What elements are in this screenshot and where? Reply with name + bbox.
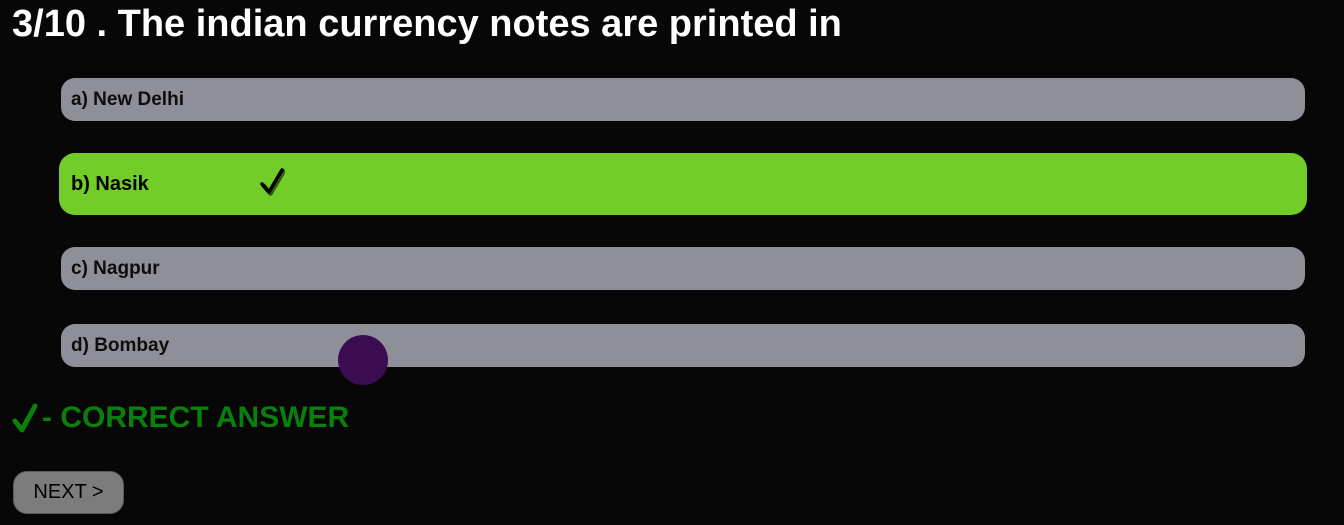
option-b[interactable]: b) Nasik (59, 153, 1307, 215)
check-icon (259, 167, 285, 197)
option-c[interactable]: c) Nagpur (61, 247, 1305, 290)
option-a[interactable]: a) New Delhi (61, 78, 1305, 121)
question-title: 3/10 . The indian currency notes are pri… (12, 2, 842, 46)
check-icon (12, 402, 38, 434)
option-c-label: c) Nagpur (71, 258, 160, 280)
next-button[interactable]: NEXT > (13, 471, 124, 514)
option-d[interactable]: d) Bombay (61, 324, 1305, 367)
option-d-label: d) Bombay (71, 335, 169, 357)
legend-text: - CORRECT ANSWER (42, 401, 349, 435)
option-b-label: b) Nasik (71, 173, 149, 196)
option-a-label: a) New Delhi (71, 89, 184, 111)
correct-answer-legend: - CORRECT ANSWER (12, 401, 349, 435)
cursor-indicator (338, 335, 388, 385)
